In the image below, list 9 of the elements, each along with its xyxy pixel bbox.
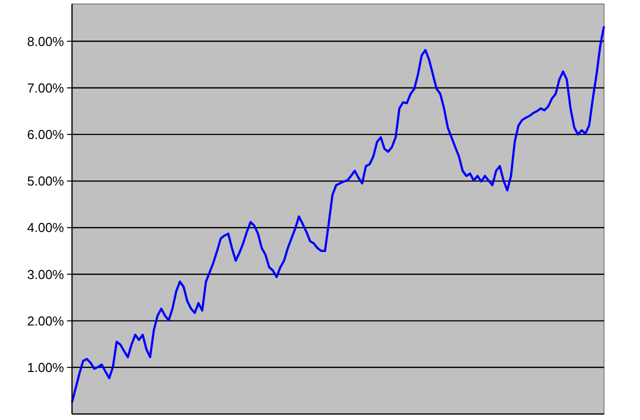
- y-tick-label: 1.00%: [27, 360, 64, 375]
- y-tick-label: 4.00%: [27, 220, 64, 236]
- y-tick-label: 7.00%: [27, 80, 64, 96]
- y-tick-label: 5.00%: [27, 174, 64, 189]
- y-tick-label: 6.00%: [27, 127, 64, 142]
- y-tick-label: 8.00%: [27, 34, 64, 49]
- y-tick-label: 2.00%: [27, 313, 64, 328]
- y-tick-label: 3.00%: [27, 266, 64, 282]
- line-series: [70, 25, 606, 404]
